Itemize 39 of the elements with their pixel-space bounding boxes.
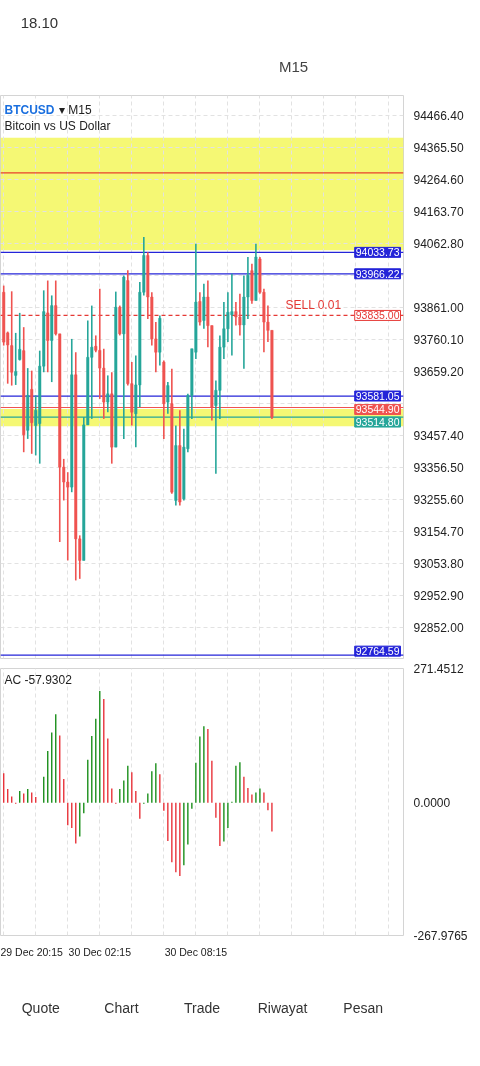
y-tick-label: 93154.70 <box>413 524 464 539</box>
x-tick-label: 30 Dec 08:15 <box>164 945 228 958</box>
x-tick-label: 29 Dec 20:15 <box>0 945 64 958</box>
text: 18.10 <box>20 13 59 31</box>
ref-line-label: 93966.22 <box>355 267 400 280</box>
text: Trade <box>183 999 221 1016</box>
y-tick-label: 94264.60 <box>413 172 464 187</box>
text: Pesan <box>343 999 384 1016</box>
x-tick-label: 30 Dec 02:15 <box>68 945 132 958</box>
text: BTCUSD ▾ M15 <box>4 102 92 117</box>
y-tick-label: 93861.00 <box>413 300 464 315</box>
y-tick-label: 93356.50 <box>413 460 464 475</box>
y-tick-label: 93053.80 <box>413 556 464 571</box>
ref-line-label: 93544.90 <box>355 403 400 416</box>
y-tick-label: -267.9765 <box>413 929 468 943</box>
text: M15 <box>278 58 309 75</box>
y-tick-label: 93760.10 <box>413 332 464 347</box>
y-tick-label: 271.4512 <box>413 662 464 676</box>
y-tick-label: 94163.70 <box>413 204 464 219</box>
y-tick-label: 94062.80 <box>413 236 464 251</box>
y-tick-label: 92952.90 <box>413 588 464 603</box>
ref-line-label: 93514.80 <box>355 416 400 429</box>
y-tick-label: 93255.60 <box>413 492 464 507</box>
text: Bitcoin vs US Dollar <box>4 118 111 133</box>
y-tick-label: 0.0000 <box>413 796 451 811</box>
ref-line-label: 93581.05 <box>355 390 400 403</box>
text: Chart <box>104 999 139 1016</box>
y-tick-label: 94365.50 <box>413 140 464 155</box>
annotation: SELL 0.01 <box>285 298 342 313</box>
ref-line-label: 93835.00 <box>355 309 400 322</box>
chart-title: AC -57.9302 <box>4 672 73 687</box>
y-tick-label: 92852.00 <box>413 620 464 635</box>
y-tick-label: 93659.20 <box>413 364 464 379</box>
text: Quote <box>21 999 61 1016</box>
y-tick-label: 94466.40 <box>413 108 464 123</box>
y-tick-label: 93457.40 <box>413 428 464 443</box>
ref-line-label: 92764.59 <box>355 645 400 658</box>
text: Riwayat <box>257 999 308 1016</box>
ref-line-label: 94033.73 <box>355 246 400 259</box>
